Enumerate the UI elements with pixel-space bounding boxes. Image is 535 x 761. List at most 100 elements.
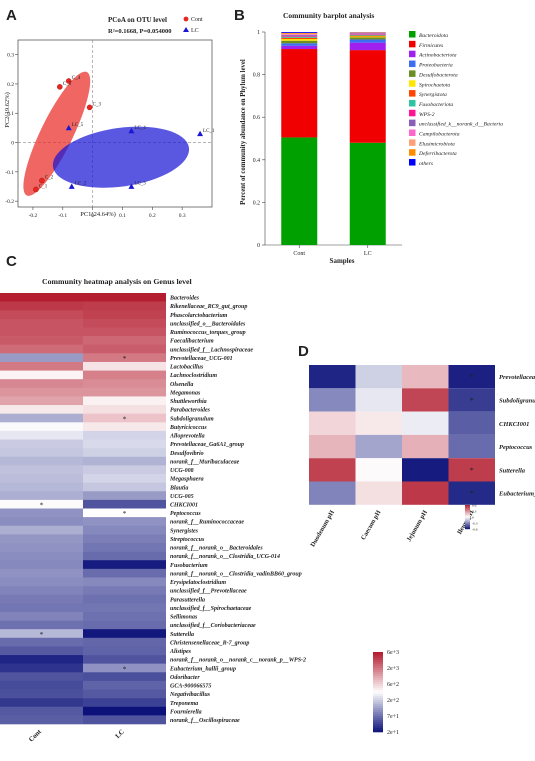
ph-legend-gradient-step [465, 508, 470, 510]
bar-segment-lc [349, 42, 386, 51]
genus-heatmap-cell [83, 448, 166, 458]
genus-legend-gradient-step [373, 654, 383, 657]
genus-heatmap-cell [83, 689, 166, 699]
ph-legend-gradient-step [465, 507, 470, 509]
bar-segment-lc [349, 37, 386, 40]
genus-heatmap-cell [0, 680, 83, 690]
genus-heatmap-cell [0, 637, 83, 647]
genus-legend-gradient-step [373, 714, 383, 717]
significance-marker: * [470, 489, 474, 498]
genus-row-label: norank_f__Oscillospiraceae [170, 718, 240, 724]
genus-heatmap-cell [0, 534, 83, 544]
ph-legend-gradient-step [465, 523, 470, 525]
genus-heatmap-cell [83, 672, 166, 682]
genus-heatmap-cell [83, 310, 166, 320]
genus-row-label: Desulfovibrio [169, 451, 204, 457]
pcoa-legend-marker-cont [183, 16, 189, 22]
genus-row-label: Alistipes [169, 649, 192, 655]
pcoa-point-lc [65, 124, 72, 131]
genus-heatmap-cell [83, 405, 166, 414]
pcoa-point-label: LC_2 [75, 181, 87, 186]
ph-legend-gradient-step [465, 509, 470, 512]
genus-legend-gradient-step [373, 676, 383, 679]
genus-heatmap-cell [0, 560, 83, 570]
ph-column-label: Caecum pH [360, 509, 383, 541]
genus-row-label: unclassified_f__Spirochaetaceae [170, 606, 252, 612]
barplot-legend-label: Fusobacteriota [418, 102, 453, 108]
significance-marker: * [123, 509, 127, 518]
pcoa-legend-marker-lc [183, 27, 189, 32]
pcoa-y-tick-label: -0.1 [5, 170, 14, 176]
genus-row-label: unclassified_f__Prevotellaceae [170, 589, 247, 595]
pcoa-y-tick-label: 0 [11, 141, 14, 147]
genus-heatmap-cell [0, 396, 83, 406]
pcoa-title: PCoA on OTU level [108, 16, 167, 24]
bar-segment-lc [349, 33, 386, 35]
barplot-legend-swatch [409, 159, 416, 166]
barplot-legend-label: Spirochaetota [419, 82, 450, 88]
significance-marker: * [40, 501, 44, 510]
genus-heatmap-cell [83, 430, 166, 440]
genus-heatmap-cell [0, 353, 83, 363]
ph-legend-gradient-step [465, 511, 470, 513]
bar-segment-cont [281, 49, 318, 138]
bar-segment-cont [281, 33, 318, 35]
barplot-x-axis-label: Samples [330, 257, 355, 265]
genus-heatmap-cell [0, 594, 83, 604]
genus-heatmap-cell [83, 586, 166, 595]
genus-legend-gradient-step [373, 692, 383, 695]
genus-heatmap-cell [0, 430, 83, 440]
barplot-y-axis-label: Percent of community abundance on Phylum… [240, 59, 247, 205]
barplot-legend-swatch [409, 139, 416, 146]
bar-segment-cont [281, 34, 318, 36]
genus-row-label: Erysipelatoclostridium [169, 580, 226, 586]
genus-legend-gradient-step [373, 656, 383, 659]
ph-heatmap-cell [448, 481, 495, 505]
genus-legend-gradient-step [373, 702, 383, 705]
genus-heatmap-cell [0, 482, 83, 492]
bar-segment-lc [349, 142, 386, 245]
genus-heatmap-cell [83, 336, 166, 346]
genus-heatmap-cell [83, 482, 166, 492]
genus-row-label: Subdoligranulum [170, 416, 214, 422]
genus-legend-gradient-step [373, 698, 383, 701]
genus-heatmap-cell [83, 525, 166, 535]
ph-heatmap-cell [309, 481, 356, 505]
pcoa-point-lc [68, 183, 75, 189]
bar-segment-cont [281, 32, 318, 33]
pcoa-point-label: LC_1 [203, 129, 215, 134]
bar-segment-lc [349, 50, 386, 143]
genus-legend-label: 7e+1 [387, 714, 399, 720]
pcoa-ellipse-cont [23, 71, 91, 196]
pcoa-y-tick-label: 0.3 [7, 53, 14, 59]
ph-row-label: Eubacterium_hallii_group [498, 491, 535, 498]
genus-heatmap-cell [83, 422, 166, 432]
pcoa-x-tick-label: 0 [91, 213, 94, 219]
genus-heatmap-cell [83, 465, 166, 475]
genus-heatmap-cell [83, 474, 166, 483]
barplot-legend-swatch [409, 70, 416, 77]
genus-heatmap-cell [0, 568, 83, 578]
ph-heatmap-cell [355, 365, 402, 389]
genus-legend-gradient-step [373, 666, 383, 669]
genus-legend-gradient-step [373, 680, 383, 683]
pcoa-y-tick-label: 0.2 [7, 82, 14, 88]
genus-heatmap-cell [0, 448, 83, 458]
bar-segment-cont [281, 39, 318, 41]
genus-heatmap-cell [83, 698, 166, 708]
genus-heatmap-cell [0, 603, 83, 613]
genus-heatmap-cell [83, 655, 166, 664]
ph-row-label: Sutterella [499, 467, 526, 474]
genus-heatmap-cell [0, 318, 83, 328]
genus-heatmap-cell [0, 327, 83, 337]
genus-row-label: norank_f__Ruminococcaceae [170, 520, 244, 526]
ph-legend-gradient-step [465, 515, 470, 518]
pcoa-x-tick-label: 0.2 [149, 213, 156, 219]
panel-letter-c: C [6, 253, 17, 270]
pcoa-x-tick-label: 0.3 [179, 213, 186, 219]
barplot-legend-swatch [409, 50, 416, 58]
pcoa-point-label: LC_5 [72, 123, 84, 128]
genus-heatmap-cell [0, 715, 83, 725]
pcoa-point-cont [33, 186, 39, 193]
genus-legend-gradient-step [373, 658, 383, 661]
